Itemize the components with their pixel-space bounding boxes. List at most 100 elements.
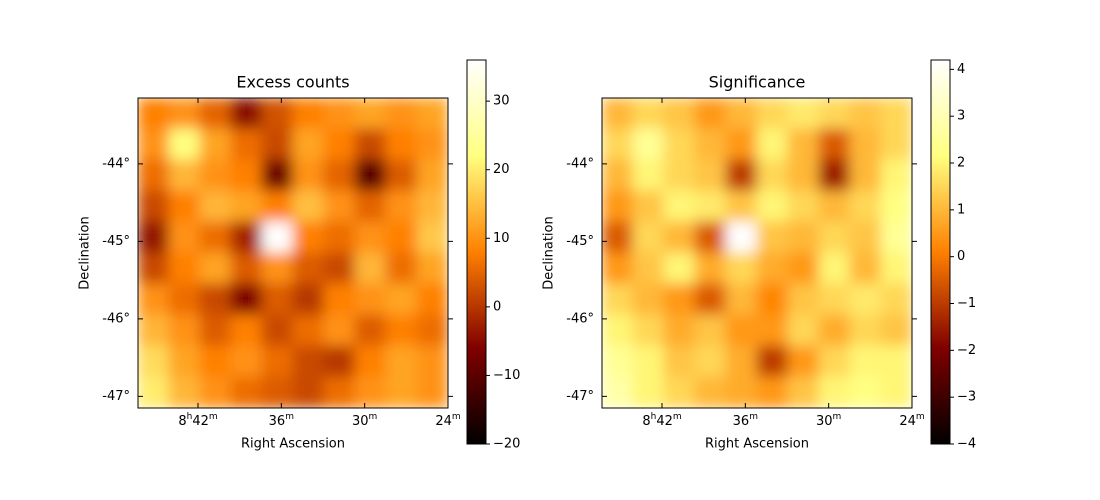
cell xyxy=(663,376,696,408)
cell xyxy=(168,314,201,347)
cell xyxy=(849,128,882,161)
x-tick-label: 8h42m xyxy=(178,412,217,429)
cell xyxy=(416,159,448,192)
cell xyxy=(602,159,634,192)
cell xyxy=(818,376,851,408)
cell xyxy=(694,314,727,347)
cell xyxy=(292,345,325,378)
cell xyxy=(880,128,912,161)
cell xyxy=(199,283,232,316)
cell xyxy=(385,159,418,192)
cell xyxy=(880,98,912,130)
cell xyxy=(261,283,294,316)
x-tick-label: 24m xyxy=(435,412,460,429)
cell xyxy=(632,128,665,161)
cell xyxy=(756,159,789,192)
cell xyxy=(261,376,294,408)
cell xyxy=(756,314,789,347)
colorbar-tick-label: −10 xyxy=(493,368,520,383)
cell xyxy=(261,98,294,130)
x-tick-label: 8h42m xyxy=(642,412,681,429)
cell xyxy=(261,345,294,378)
cell xyxy=(323,283,356,316)
cell xyxy=(818,314,851,347)
cell xyxy=(416,376,448,408)
cell xyxy=(756,190,789,223)
cell xyxy=(261,128,294,161)
cell xyxy=(323,221,356,254)
image-cells xyxy=(602,98,912,408)
cell xyxy=(725,98,758,130)
y-tick-label: -44° xyxy=(102,156,130,171)
cell xyxy=(632,283,665,316)
cell xyxy=(138,128,170,161)
cell xyxy=(416,98,448,130)
cell xyxy=(694,159,727,192)
cell xyxy=(168,221,201,254)
cell xyxy=(292,190,325,223)
cell xyxy=(818,128,851,161)
x-axis-label: Right Ascension xyxy=(241,437,345,452)
cell xyxy=(168,252,201,285)
cell xyxy=(354,314,387,347)
cell xyxy=(138,159,170,192)
colorbar-tick-label: 4 xyxy=(957,62,965,77)
cell xyxy=(292,376,325,408)
cell xyxy=(138,221,170,254)
cell xyxy=(632,376,665,408)
cell xyxy=(292,98,325,130)
cell xyxy=(602,221,634,254)
cell xyxy=(849,252,882,285)
cell xyxy=(663,221,696,254)
cell xyxy=(725,314,758,347)
cell xyxy=(849,159,882,192)
cell xyxy=(632,252,665,285)
cell xyxy=(138,314,170,347)
cell xyxy=(168,376,201,408)
x-tick-label: 30m xyxy=(816,412,841,429)
cell xyxy=(354,345,387,378)
cell xyxy=(230,252,263,285)
cell xyxy=(385,314,418,347)
cell xyxy=(416,221,448,254)
cell xyxy=(385,98,418,130)
cell xyxy=(323,252,356,285)
cell xyxy=(323,159,356,192)
colorbar-tick-label: 0 xyxy=(957,249,965,264)
cell xyxy=(354,252,387,285)
cell xyxy=(725,283,758,316)
cell xyxy=(663,128,696,161)
cell xyxy=(632,159,665,192)
colorbar-tick-label: 3 xyxy=(957,109,965,124)
cell xyxy=(199,190,232,223)
cell xyxy=(138,283,170,316)
colorbar xyxy=(930,59,951,445)
cell xyxy=(663,283,696,316)
y-tick-label: -45° xyxy=(102,234,130,249)
cell xyxy=(168,190,201,223)
cell xyxy=(199,159,232,192)
cell xyxy=(663,345,696,378)
cell xyxy=(138,190,170,223)
cell xyxy=(663,252,696,285)
cell xyxy=(694,221,727,254)
cell xyxy=(323,98,356,130)
cell xyxy=(849,221,882,254)
cell xyxy=(725,221,758,254)
cell xyxy=(138,98,170,130)
cell xyxy=(261,159,294,192)
cell xyxy=(230,98,263,130)
y-tick-label: -46° xyxy=(102,311,130,326)
x-axis-label: Right Ascension xyxy=(705,437,809,452)
colorbar-tick-label: −2 xyxy=(957,343,976,358)
cell xyxy=(354,159,387,192)
x-tick-label: 24m xyxy=(899,412,924,429)
cell xyxy=(756,221,789,254)
cell xyxy=(138,252,170,285)
cell xyxy=(323,128,356,161)
cell xyxy=(632,314,665,347)
cell xyxy=(787,128,820,161)
cell xyxy=(138,376,170,408)
cell xyxy=(880,345,912,378)
cell xyxy=(385,221,418,254)
